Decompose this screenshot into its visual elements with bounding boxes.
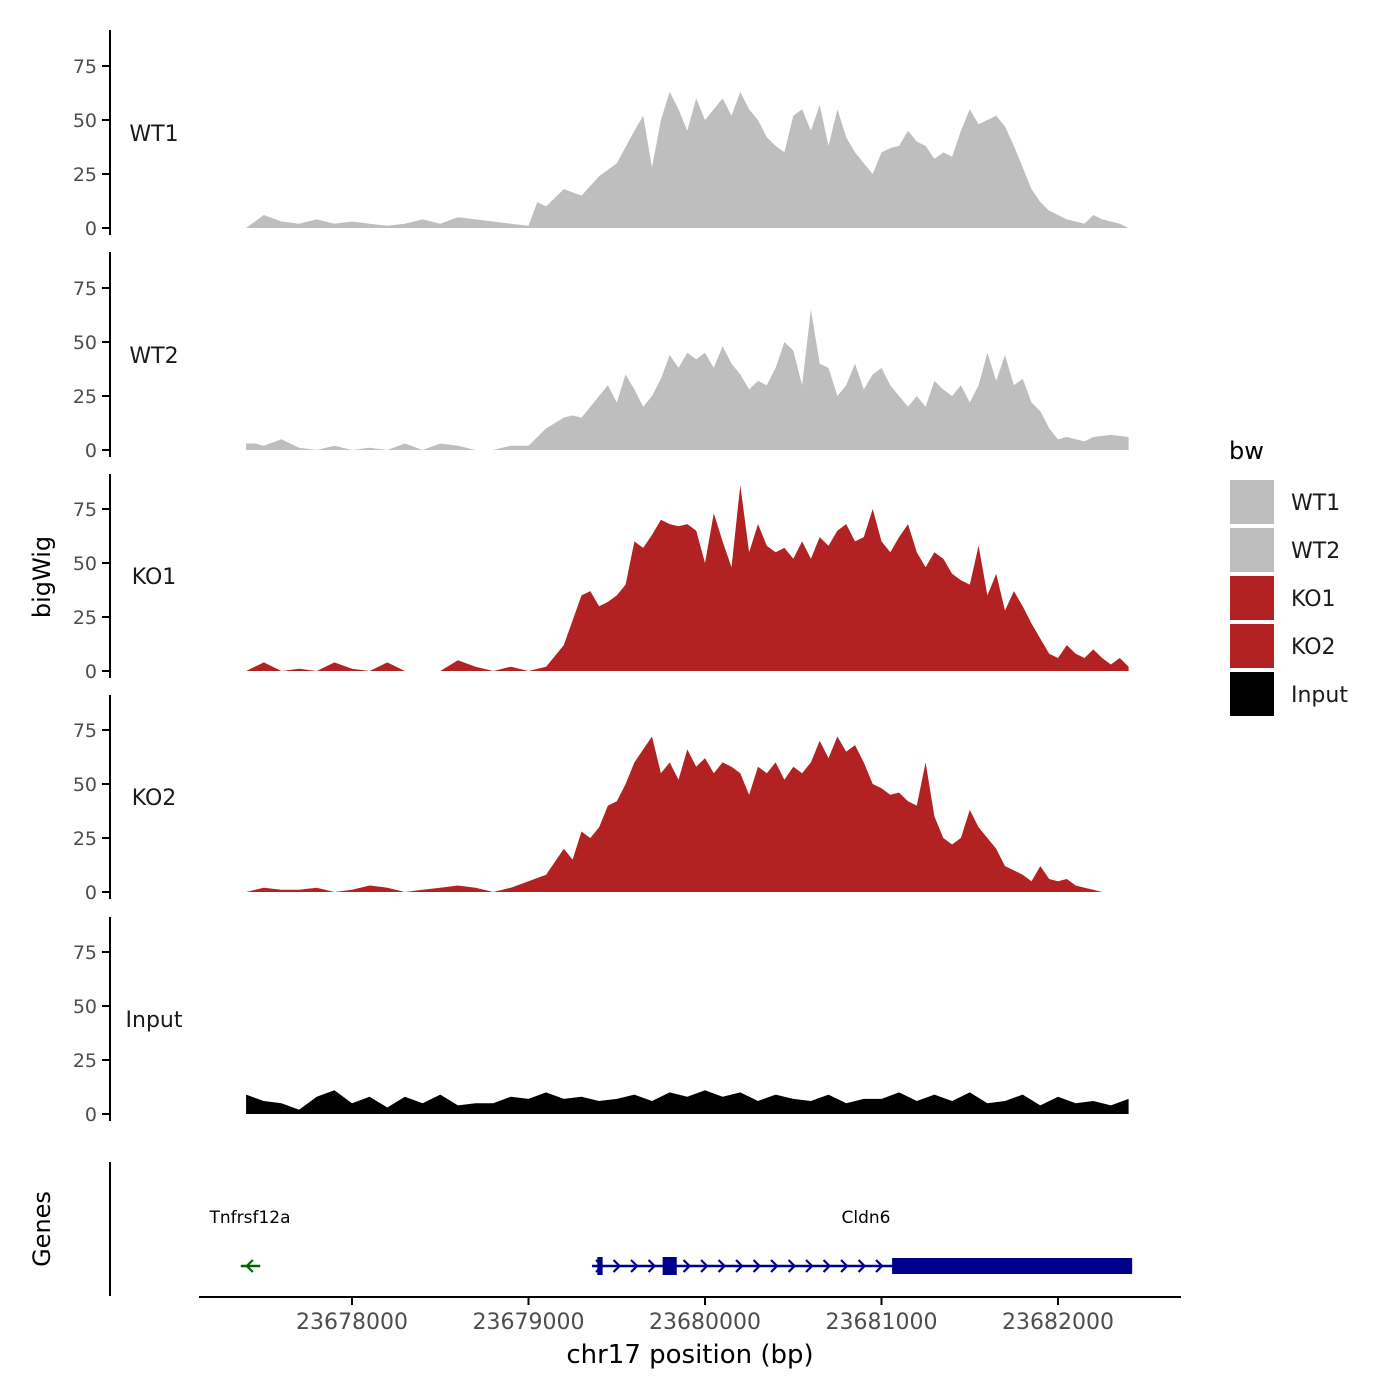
legend: bw WT1 WT2 KO1 KO2 Input: [1229, 437, 1348, 716]
x-tick-label: 23681000: [826, 1310, 938, 1335]
strand-arrow: [700, 1259, 709, 1273]
coverage-tracks: 0 25 50 75 WT1 0 25 50 75 WT2 0 25 50 75 KO1 0 25 50 75 KO2…: [73, 30, 1129, 1126]
y-tick-label: 75: [73, 942, 97, 964]
y-tick-label: 75: [73, 278, 97, 300]
track-KO2: 0 25 50 75 KO2: [73, 695, 1129, 904]
y-tick-label: 75: [73, 720, 97, 742]
gene-label: Tnfrsf12a: [208, 1208, 290, 1228]
track-label-WT2: WT2: [129, 344, 178, 369]
strand-arrow: [875, 1259, 884, 1273]
strand-arrow: [787, 1259, 797, 1273]
legend-swatch: [1230, 624, 1274, 668]
y-tick-label: 75: [73, 56, 97, 78]
legend-label: KO2: [1291, 635, 1336, 660]
legend-title: bw: [1229, 437, 1264, 465]
y-tick-label: 50: [73, 110, 97, 132]
strand-arrow: [857, 1259, 867, 1273]
legend-swatch: [1230, 576, 1274, 620]
strand-arrow: [647, 1259, 657, 1273]
legend-swatch: [1230, 480, 1274, 524]
y-tick-label: 50: [73, 774, 97, 796]
gene-Tnfrsf12a: Tnfrsf12a: [208, 1208, 291, 1273]
strand-arrow: [770, 1259, 779, 1273]
y-tick-label: 25: [73, 607, 97, 629]
strand-arrow: [822, 1259, 832, 1273]
y-tick-label: 75: [73, 499, 97, 521]
strand-arrow: [735, 1259, 744, 1273]
y-tick-label: 25: [73, 386, 97, 408]
track-WT2: 0 25 50 75 WT2: [73, 252, 1129, 462]
track-KO1: 0 25 50 75 KO1: [73, 474, 1129, 683]
strand-arrow: [612, 1259, 622, 1273]
gene-Cldn6: Cldn6: [592, 1208, 1133, 1275]
x-tick-label: 23682000: [1002, 1310, 1114, 1335]
x-tick-label: 23680000: [649, 1310, 761, 1335]
strand-arrow: [245, 1259, 254, 1273]
strand-arrow: [805, 1259, 814, 1273]
coverage-area-WT2: [246, 309, 1129, 450]
legend-item-Input: Input: [1230, 672, 1348, 716]
x-axis-title: chr17 position (bp): [566, 1340, 813, 1370]
track-label-KO2: KO2: [132, 786, 177, 811]
y-tick-label: 50: [73, 996, 97, 1018]
legend-item-KO1: KO1: [1230, 576, 1336, 620]
y-tick-label: 0: [85, 440, 97, 462]
legend-items: WT1 WT2 KO1 KO2 Input: [1230, 480, 1348, 716]
y-tick-label: 0: [85, 661, 97, 683]
y-tick-label: 25: [73, 828, 97, 850]
strand-arrow: [630, 1259, 639, 1273]
y-tick-label: 0: [85, 882, 97, 904]
strand-arrow: [752, 1259, 762, 1273]
coverage-area-KO2: [246, 736, 1129, 892]
y-tick-label: 50: [73, 332, 97, 354]
legend-item-KO2: KO2: [1230, 624, 1336, 668]
x-axis: 23678000 23679000 23680000 23681000 23682000…: [199, 1296, 1181, 1370]
coverage-area-WT1: [246, 91, 1129, 229]
gene-exon: [662, 1257, 677, 1275]
legend-label: Input: [1291, 683, 1348, 708]
y-tick-label: 50: [73, 553, 97, 575]
y-tick-label: 0: [85, 218, 97, 240]
gene-exon: [597, 1257, 603, 1275]
track-label-Input: Input: [126, 1008, 183, 1033]
legend-item-WT2: WT2: [1230, 528, 1340, 572]
y-tick-label: 0: [85, 1104, 97, 1126]
x-axis-ticks: 23678000 23679000 23680000 23681000 23682000: [296, 1297, 1114, 1335]
legend-label: KO1: [1291, 587, 1336, 612]
gene-models: Tnfrsf12a Cldn6: [208, 1208, 1133, 1275]
genes-panel-title: Genes: [28, 1191, 56, 1267]
track-label-WT1: WT1: [129, 122, 178, 147]
x-tick-label: 23678000: [296, 1310, 408, 1335]
legend-item-WT1: WT1: [1230, 480, 1340, 524]
coverage-area-KO1: [246, 485, 1129, 671]
strand-arrow: [682, 1259, 692, 1273]
strand-arrow: [840, 1259, 849, 1273]
gene-exon: [892, 1258, 1133, 1274]
genes-panel: Genes Tnfrsf12a Cldn6: [28, 1162, 1133, 1296]
y-axis-title: bigWig: [28, 536, 56, 618]
y-tick-label: 25: [73, 1050, 97, 1072]
coverage-area-Input: [246, 1090, 1129, 1114]
legend-swatch: [1230, 672, 1274, 716]
strand-arrow: [717, 1259, 727, 1273]
x-tick-label: 23679000: [473, 1310, 585, 1335]
gene-label: Cldn6: [842, 1208, 891, 1228]
legend-label: WT2: [1291, 539, 1340, 564]
track-Input: 0 25 50 75 Input: [73, 917, 1129, 1126]
track-WT1: 0 25 50 75 WT1: [73, 30, 1129, 240]
legend-label: WT1: [1291, 491, 1340, 516]
track-label-KO1: KO1: [132, 565, 177, 590]
legend-swatch: [1230, 528, 1274, 572]
y-tick-label: 25: [73, 164, 97, 186]
